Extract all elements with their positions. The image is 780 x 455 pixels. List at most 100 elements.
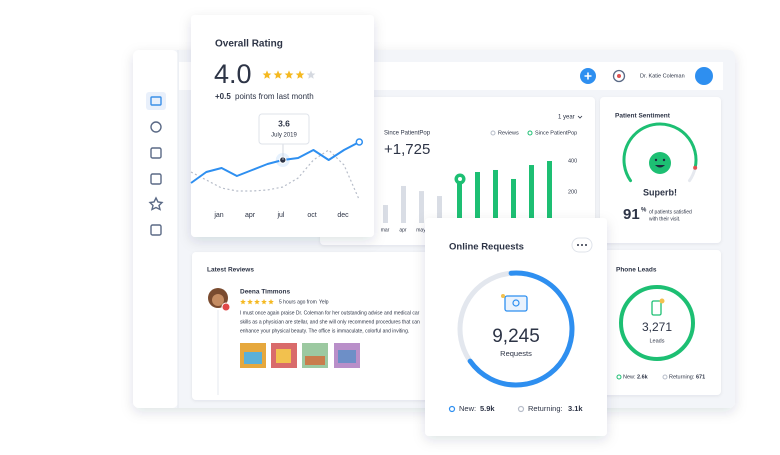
nav-calendar[interactable]	[150, 147, 162, 159]
requests-icon-spark	[501, 294, 505, 298]
phone-icon-badge	[659, 298, 665, 304]
bar	[547, 161, 552, 223]
reviews-card: Latest Reviews Deena Timmons 5 hours ago…	[192, 252, 440, 400]
rating-stars	[262, 70, 316, 79]
star	[273, 70, 283, 79]
dropdown-caret	[577, 115, 583, 119]
card	[320, 97, 595, 245]
tooltip-date: July 2019	[271, 133, 297, 139]
leads-ring	[619, 285, 695, 361]
requests-icon-detail	[512, 299, 520, 307]
requests-ring-arc	[467, 270, 575, 388]
percent-sign: %	[641, 208, 647, 214]
reviewer-face	[212, 294, 224, 306]
smiley-eye	[662, 158, 666, 162]
returning-value: 671	[696, 374, 705, 380]
new-value: 5.9k	[480, 404, 495, 413]
milestone-pin-dot	[458, 177, 462, 181]
nav-history[interactable]	[150, 121, 162, 133]
bar	[457, 183, 462, 223]
notification-dot	[617, 74, 621, 78]
star	[284, 70, 294, 79]
sentiment-card: Patient Sentiment Superb! 91 % of patien…	[600, 97, 721, 243]
leads-total: 3,271	[642, 320, 672, 334]
comparison-line	[190, 149, 360, 201]
gauge	[622, 122, 698, 183]
x-tick-label: mar	[381, 227, 390, 233]
review-meta: 5 hours ago from	[279, 299, 317, 305]
sentiment-caption: of patients satisfied	[649, 209, 692, 215]
rating-change: +0.5	[215, 92, 231, 101]
review-text: I must once again praise Dr. Coleman for…	[240, 310, 420, 316]
trend-line	[190, 141, 360, 184]
month-label: jul	[276, 212, 284, 219]
growth-total: +1,725	[384, 141, 430, 158]
smiley-mouth	[655, 165, 665, 168]
card-title: Patient Sentiment	[615, 113, 671, 120]
month-label: apr	[245, 212, 256, 219]
legend-swatch-reviews	[490, 130, 496, 136]
star	[254, 299, 260, 305]
legend-swatch	[517, 405, 525, 413]
card	[600, 250, 721, 395]
smiley-eye	[654, 158, 658, 162]
rating-change-text: points from last month	[235, 92, 314, 101]
period-select[interactable]: 1 year	[558, 115, 575, 121]
source-badge	[221, 302, 231, 312]
review-stars	[240, 299, 274, 305]
card-title: Overall Rating	[215, 39, 283, 50]
legend-swatch	[662, 374, 668, 380]
review-photo-detail	[276, 349, 291, 363]
review-source[interactable]: Yelp	[319, 299, 329, 305]
since-label: Since PatientPop	[384, 131, 431, 137]
requests-card: Online Requests 9,245 Requests New: 5.9k…	[425, 218, 607, 436]
requests-icon	[504, 295, 528, 312]
returning-label: Returning:	[669, 374, 695, 380]
legend-swatch	[616, 374, 622, 380]
nav-reports[interactable]	[150, 224, 162, 236]
card-title: Online Requests	[449, 242, 524, 253]
review-text: skills as a physician are stellar, and s…	[240, 319, 420, 325]
notifications-button[interactable]	[612, 69, 626, 83]
nav-dashboard[interactable]	[150, 96, 162, 106]
smiley	[649, 152, 671, 174]
new-value: 2.6k	[637, 374, 649, 380]
new-label: New:	[623, 374, 636, 380]
card-title: Latest Reviews	[207, 267, 254, 274]
legend-swatch-since	[527, 130, 533, 136]
review-text: enhance your physical beauty. The office…	[240, 328, 409, 334]
returning-label: Returning:	[528, 404, 563, 413]
star	[306, 70, 316, 79]
star	[247, 299, 253, 305]
legend-label: Since PatientPop	[535, 130, 577, 136]
nav-messages[interactable]	[150, 173, 162, 185]
legend-label: Reviews	[498, 130, 519, 136]
x-tick-label: apr	[399, 227, 407, 233]
nav-reviews[interactable]	[148, 196, 164, 211]
gauge-end	[693, 165, 698, 170]
x-tick-label: may	[416, 227, 426, 233]
more-dot	[577, 244, 579, 246]
requests-total: 9,245	[492, 326, 540, 347]
month-label: oct	[307, 212, 316, 219]
user-avatar[interactable]	[695, 67, 713, 85]
card-title: Phone Leads	[616, 267, 657, 274]
review-photo-detail	[338, 350, 356, 363]
phone-leads-card: Phone Leads 3,271 Leads New: 2.6k Return…	[600, 250, 721, 395]
bar	[437, 196, 442, 223]
star	[261, 299, 267, 305]
requests-unit: Requests	[500, 349, 532, 358]
user-name[interactable]: Dr. Katie Coleman	[640, 73, 685, 79]
bar	[383, 205, 388, 223]
sentiment-caption: with their visit.	[649, 216, 680, 222]
leads-unit: Leads	[650, 338, 665, 344]
returning-value: 3.1k	[568, 404, 583, 413]
card	[192, 252, 440, 400]
growth-card: 1 year Since PatientPop +1,725 Reviews S…	[320, 97, 595, 245]
bar	[511, 178, 516, 223]
star	[240, 299, 246, 305]
y-tick-label: 200	[568, 189, 577, 195]
phone-icon	[651, 300, 662, 316]
